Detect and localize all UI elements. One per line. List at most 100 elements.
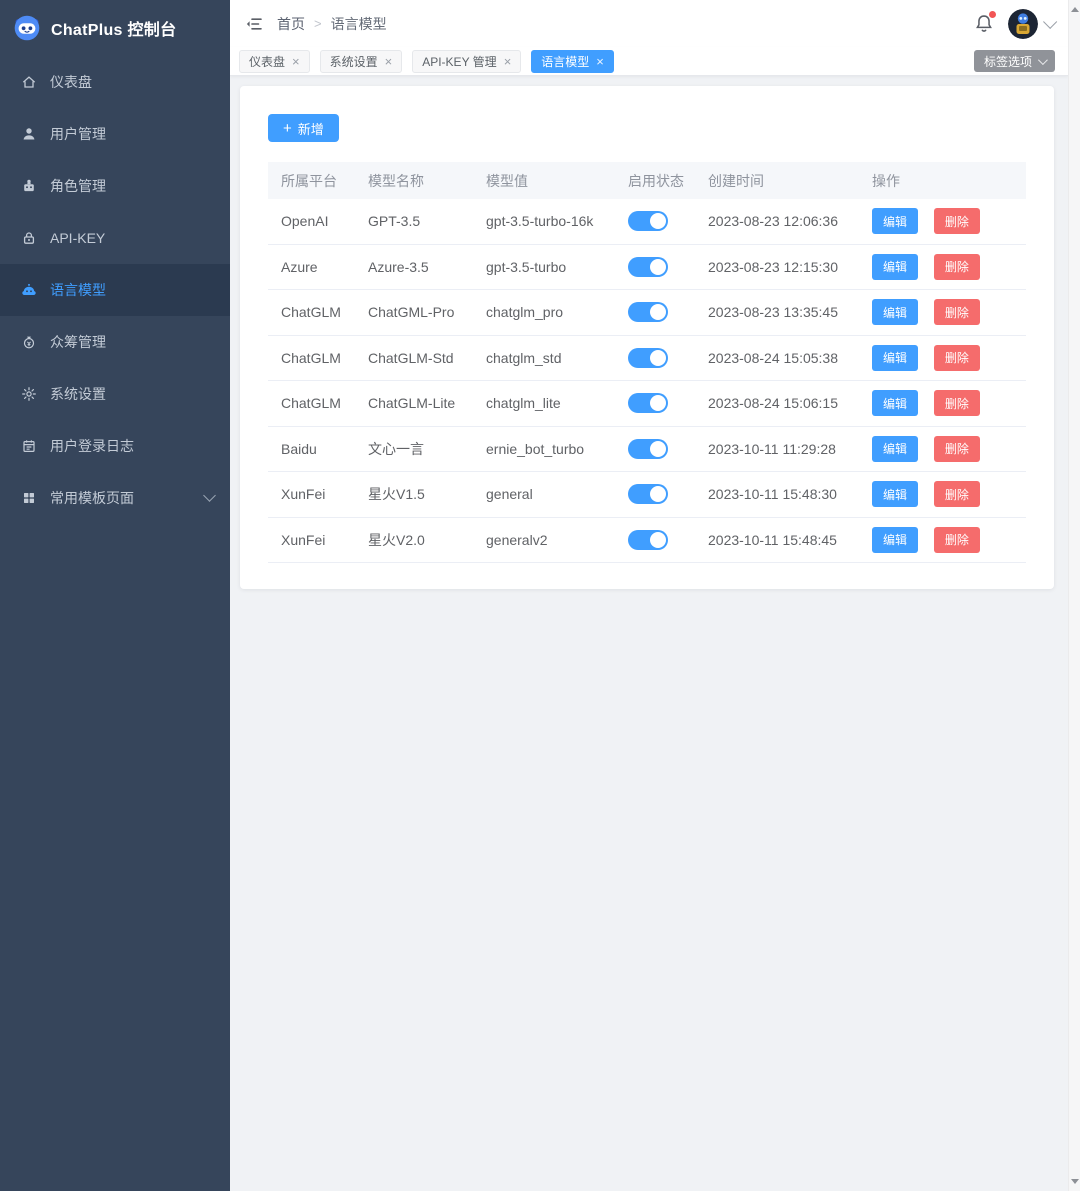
table-header-row: 所属平台 模型名称 模型值 启用状态 创建时间 操作	[268, 162, 1026, 199]
enabled-toggle[interactable]	[628, 302, 668, 323]
app-logo[interactable]: ChatPlus 控制台	[0, 0, 230, 56]
sidebar-item-login-log[interactable]: 用户登录日志	[0, 420, 230, 472]
delete-button[interactable]: 删除	[933, 344, 980, 371]
enabled-toggle[interactable]	[628, 256, 668, 277]
enabled-toggle[interactable]	[628, 484, 668, 505]
delete-button[interactable]: 删除	[933, 526, 980, 553]
cell-created: 2023-08-24 15:05:38	[708, 349, 838, 366]
sidebar-item-settings[interactable]: 系统设置	[0, 368, 230, 420]
cell-platform: ChatGLM	[281, 395, 341, 412]
cell-created: 2023-08-23 13:35:45	[708, 304, 838, 321]
user-icon	[21, 126, 37, 142]
sidebar-item-label: 用户登录日志	[50, 438, 134, 454]
dashboard-home-icon	[21, 74, 37, 90]
window-scrollbar[interactable]	[1068, 0, 1080, 1191]
navbar-right	[973, 8, 1058, 39]
delete-button[interactable]: 删除	[933, 299, 980, 326]
sidebar-item-crowdfunding[interactable]: 众筹管理	[0, 316, 230, 368]
sidebar-item-language-models[interactable]: 语言模型	[0, 264, 230, 316]
tag-options-label: 标签选项	[983, 54, 1032, 69]
template-pages-grid-icon	[21, 490, 37, 506]
table-row: OpenAI GPT-3.5 gpt-3.5-turbo-16k 2023-08…	[268, 199, 1026, 245]
cell-created: 2023-08-24 15:06:15	[708, 395, 838, 412]
delete-button[interactable]: 删除	[933, 208, 980, 235]
user-menu[interactable]	[1008, 8, 1058, 39]
tag-options-button[interactable]: 标签选项	[973, 50, 1055, 72]
cell-name: 星火V1.5	[368, 486, 425, 503]
header-value: 模型值	[486, 172, 528, 189]
close-icon[interactable]: ×	[503, 53, 512, 69]
tag-language-models[interactable]: 语言模型 ×	[531, 49, 614, 73]
edit-button[interactable]: 编辑	[872, 390, 919, 417]
plus-icon: +	[283, 119, 292, 137]
edit-button[interactable]: 编辑	[872, 435, 919, 462]
table-row: ChatGLM ChatGML-Pro chatglm_pro 2023-08-…	[268, 290, 1026, 336]
delete-button[interactable]: 删除	[933, 253, 980, 280]
cell-platform: ChatGLM	[281, 304, 341, 321]
chatplus-robot-logo-icon	[14, 15, 40, 41]
app-title: ChatPlus 控制台	[51, 22, 177, 39]
sidebar-item-roles[interactable]: 角色管理	[0, 160, 230, 212]
cell-platform: Baidu	[281, 440, 317, 457]
enabled-toggle[interactable]	[628, 347, 668, 368]
chevron-down-icon	[203, 489, 216, 502]
tag-settings[interactable]: 系统设置 ×	[319, 49, 403, 73]
sidebar-item-label: 众筹管理	[50, 334, 106, 350]
sidebar-item-dashboard[interactable]: 仪表盘	[0, 56, 230, 108]
edit-button[interactable]: 编辑	[872, 299, 919, 326]
delete-button[interactable]: 删除	[933, 390, 980, 417]
edit-button[interactable]: 编辑	[872, 481, 919, 508]
delete-button[interactable]: 删除	[933, 481, 980, 508]
enabled-toggle[interactable]	[628, 211, 668, 232]
cell-value: ernie_bot_turbo	[486, 440, 585, 457]
close-icon[interactable]: ×	[596, 53, 604, 69]
toggle-knob	[650, 258, 666, 275]
header-status: 启用状态	[628, 172, 684, 189]
close-icon[interactable]: ×	[292, 53, 300, 69]
sidebar-item-users[interactable]: 用户管理	[0, 108, 230, 160]
enabled-toggle[interactable]	[628, 393, 668, 414]
cell-value: gpt-3.5-turbo-16k	[486, 213, 594, 230]
sidebar-fold-icon[interactable]	[245, 15, 263, 33]
header-created: 创建时间	[708, 172, 764, 189]
cell-platform: ChatGLM	[281, 349, 341, 366]
role-robot-icon	[21, 178, 37, 194]
tag-api-key[interactable]: API-KEY 管理 ×	[412, 49, 522, 73]
sidebar-item-api-key[interactable]: API-KEY	[0, 212, 230, 264]
close-icon[interactable]: ×	[384, 53, 393, 69]
cell-value: chatglm_std	[486, 349, 562, 366]
api-key-lock-icon	[21, 230, 37, 246]
scroll-up-arrow-icon[interactable]	[1071, 7, 1079, 12]
settings-gear-icon	[21, 386, 37, 402]
crowdfunding-moneybag-icon	[21, 334, 37, 350]
notification-bell-icon[interactable]	[973, 10, 996, 35]
enabled-toggle[interactable]	[628, 438, 668, 459]
sidebar-menu: 仪表盘 用户管理 角色管理 API-KEY 语言模型	[0, 56, 230, 524]
cell-value: general	[486, 486, 533, 503]
header-platform: 所属平台	[281, 172, 337, 189]
cell-value: gpt-3.5-turbo	[486, 258, 567, 275]
cell-value: chatglm_lite	[486, 395, 561, 412]
edit-button[interactable]: 编辑	[872, 526, 919, 553]
edit-button[interactable]: 编辑	[872, 253, 919, 280]
enabled-toggle[interactable]	[628, 529, 668, 550]
toggle-knob	[650, 486, 666, 503]
edit-button[interactable]: 编辑	[872, 344, 919, 371]
scroll-down-arrow-icon[interactable]	[1071, 1179, 1079, 1184]
edit-button[interactable]: 编辑	[872, 208, 919, 235]
sidebar-item-label: 仪表盘	[50, 74, 92, 90]
cell-name: GPT-3.5	[368, 213, 421, 230]
chevron-down-icon	[1037, 54, 1048, 65]
sidebar-item-template-pages[interactable]: 常用模板页面	[0, 472, 230, 524]
table-row: ChatGLM ChatGLM-Std chatglm_std 2023-08-…	[268, 336, 1026, 381]
sidebar: ChatPlus 控制台 仪表盘 用户管理 角色管理 API-KEY	[0, 0, 230, 1191]
cell-created: 2023-08-23 12:15:30	[708, 258, 838, 275]
sidebar-item-label: 用户管理	[50, 126, 106, 142]
tag-dashboard[interactable]: 仪表盘 ×	[239, 49, 310, 73]
breadcrumb-home[interactable]: 首页	[277, 15, 305, 32]
sidebar-item-label: 系统设置	[50, 386, 106, 402]
language-model-icon	[21, 282, 37, 298]
add-model-button[interactable]: + 新增	[268, 114, 339, 142]
cell-name: 星火V2.0	[368, 531, 425, 548]
delete-button[interactable]: 删除	[933, 435, 980, 462]
